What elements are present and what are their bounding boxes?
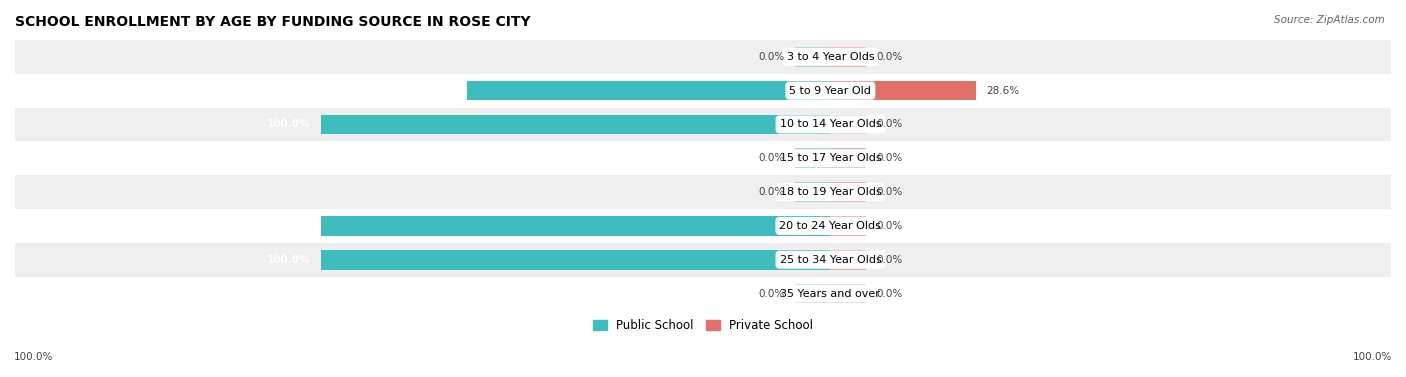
Text: 0.0%: 0.0% [876, 120, 903, 129]
Text: 25 to 34 Year Olds: 25 to 34 Year Olds [779, 255, 882, 265]
Bar [831, 115, 866, 134]
Text: 100.0%: 100.0% [14, 352, 53, 362]
Text: 0.0%: 0.0% [758, 187, 785, 197]
Text: 0.0%: 0.0% [876, 288, 903, 299]
Text: SCHOOL ENROLLMENT BY AGE BY FUNDING SOURCE IN ROSE CITY: SCHOOL ENROLLMENT BY AGE BY FUNDING SOUR… [15, 15, 530, 29]
Bar [321, 250, 831, 270]
Bar [794, 284, 831, 303]
Bar [15, 243, 1391, 277]
Text: 5 to 9 Year Old: 5 to 9 Year Old [790, 86, 872, 96]
Bar [321, 115, 831, 134]
Bar [794, 182, 831, 202]
Text: 0.0%: 0.0% [876, 255, 903, 265]
Text: 18 to 19 Year Olds: 18 to 19 Year Olds [779, 187, 882, 197]
Text: 100.0%: 100.0% [267, 221, 311, 231]
Text: 3 to 4 Year Olds: 3 to 4 Year Olds [786, 52, 875, 62]
Bar [831, 216, 866, 236]
Bar [15, 40, 1391, 74]
Text: 10 to 14 Year Olds: 10 to 14 Year Olds [779, 120, 882, 129]
Text: 0.0%: 0.0% [758, 153, 785, 163]
Text: 20 to 24 Year Olds: 20 to 24 Year Olds [779, 221, 882, 231]
Bar [831, 250, 866, 270]
Bar [831, 182, 866, 202]
Text: 0.0%: 0.0% [876, 52, 903, 62]
Bar [15, 175, 1391, 209]
Bar [321, 216, 831, 236]
Bar [831, 149, 866, 168]
Bar [15, 209, 1391, 243]
Bar [794, 149, 831, 168]
Text: 0.0%: 0.0% [758, 288, 785, 299]
Bar [831, 284, 866, 303]
Bar [467, 81, 831, 100]
Bar [794, 47, 831, 67]
Bar [831, 47, 866, 67]
Bar [15, 74, 1391, 107]
Text: Source: ZipAtlas.com: Source: ZipAtlas.com [1274, 15, 1385, 25]
Bar [831, 81, 976, 100]
Legend: Public School, Private School: Public School, Private School [588, 314, 818, 337]
Text: 71.4%: 71.4% [420, 86, 457, 96]
Text: 100.0%: 100.0% [267, 255, 311, 265]
Bar [15, 277, 1391, 310]
Text: 0.0%: 0.0% [876, 221, 903, 231]
Text: 28.6%: 28.6% [987, 86, 1019, 96]
Text: 100.0%: 100.0% [1353, 352, 1392, 362]
Text: 35 Years and over: 35 Years and over [780, 288, 880, 299]
Bar [15, 141, 1391, 175]
Text: 0.0%: 0.0% [876, 187, 903, 197]
Text: 0.0%: 0.0% [758, 52, 785, 62]
Bar [15, 107, 1391, 141]
Text: 0.0%: 0.0% [876, 153, 903, 163]
Text: 15 to 17 Year Olds: 15 to 17 Year Olds [779, 153, 882, 163]
Text: 100.0%: 100.0% [267, 120, 311, 129]
